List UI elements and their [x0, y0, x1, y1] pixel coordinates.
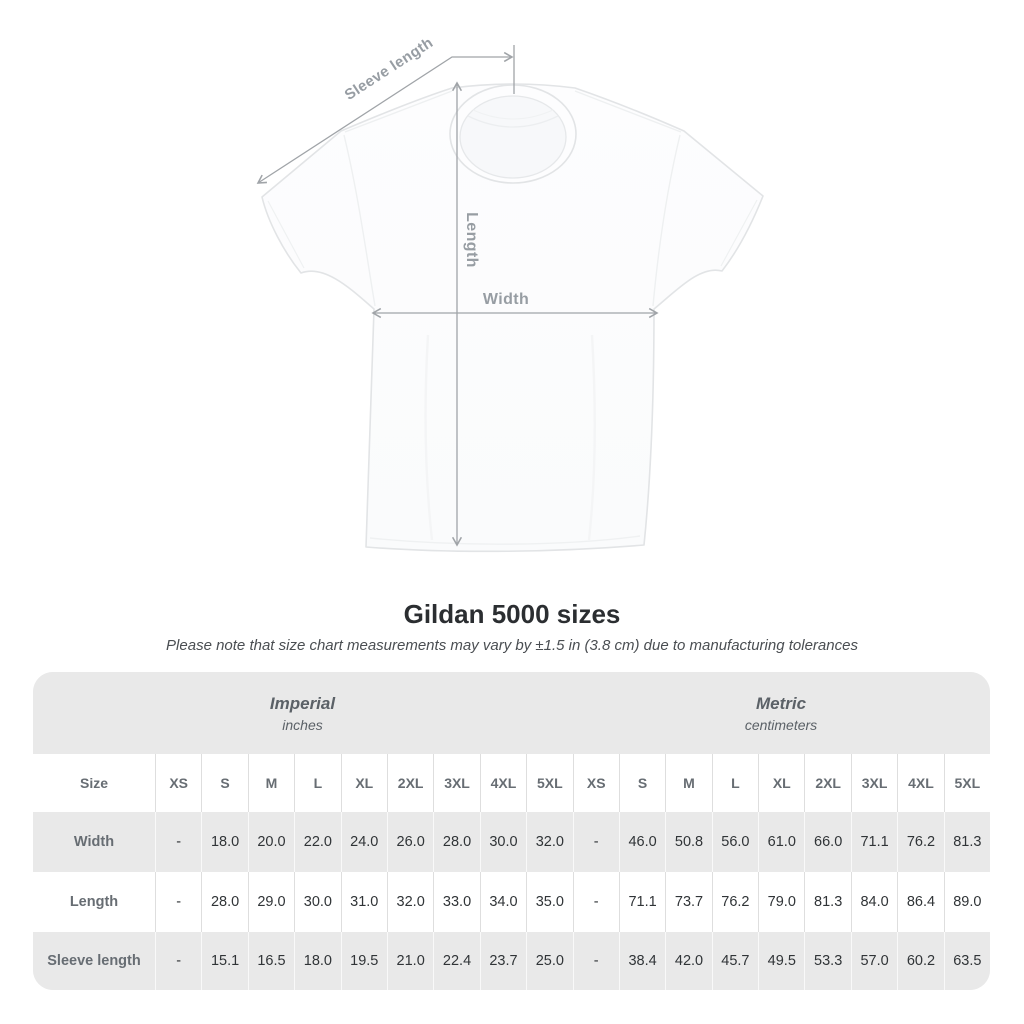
value-cell: 20.0 — [247, 812, 294, 872]
value-cell: 76.2 — [711, 872, 758, 932]
size-column-header: XS — [155, 754, 201, 812]
row-label: Sleeve length — [47, 953, 141, 969]
value-cell: 32.0 — [526, 812, 572, 872]
value-cell: 86.4 — [897, 872, 943, 932]
size-column-header: 2XL — [804, 754, 850, 812]
value-cell: 84.0 — [850, 872, 897, 932]
value-cell: 26.0 — [386, 812, 433, 872]
value-cell: 56.0 — [711, 812, 758, 872]
size-column-header: XL — [758, 754, 804, 812]
value-cell: 71.1 — [618, 872, 665, 932]
table-row: Width -18.0 20.0 22.0 24.0 26.0 28.0 30.0 32.0-4… — [33, 812, 990, 872]
metric-label: Metric — [755, 693, 807, 713]
imperial-unit-label: inches — [282, 716, 323, 733]
value-cell: 18.0 — [294, 932, 340, 990]
value-cell: 46.0 — [618, 812, 665, 872]
value-cell: - — [572, 872, 619, 932]
table-body: Width -18.0 20.0 22.0 24.0 26.0 28.0 30.0 32.0-4… — [33, 812, 990, 990]
value-cell: 66.0 — [804, 812, 850, 872]
value-cell: - — [155, 932, 201, 990]
value-cell: 89.0 — [943, 872, 990, 932]
imperial-label: Imperial — [269, 693, 336, 713]
value-cell: 28.0 — [433, 812, 479, 872]
imperial-group-header: Imperial inches — [33, 672, 572, 754]
tshirt-diagram — [256, 45, 764, 553]
metric-group-header: Metric centimeters — [572, 672, 990, 754]
page-title: Gildan 5000 sizes — [403, 599, 621, 629]
width-label: Width — [482, 291, 530, 308]
tshirt-illustration — [261, 83, 764, 553]
metric-unit-label: centimeters — [744, 716, 818, 733]
size-header-row: Size XS S M L XL 2XL 3XL 4XL 5XL XS S M L XL 2XL 3XL 4XL… — [33, 754, 990, 812]
value-cell: 57.0 — [850, 932, 897, 990]
size-column-header: 4XL — [479, 754, 526, 812]
value-cell: - — [155, 872, 201, 932]
chart-heading: Gildan 5000 sizes Please note that size … — [0, 598, 1024, 654]
value-cell: 38.4 — [618, 932, 665, 990]
value-cell: 60.2 — [897, 932, 943, 990]
size-column-header: 5XL — [943, 754, 990, 812]
value-cell: 45.7 — [711, 932, 758, 990]
size-column-header: S — [618, 754, 665, 812]
size-column-header: 3XL — [433, 754, 479, 812]
unit-group-band: Imperial inches Metric centimeters — [33, 672, 990, 754]
value-cell: - — [572, 932, 619, 990]
size-column-title: Size — [79, 775, 108, 791]
value-cell: 34.0 — [479, 872, 526, 932]
value-cell: 18.0 — [201, 812, 247, 872]
size-column-header: S — [201, 754, 247, 812]
table-row: Length -28.0 29.0 30.0 31.0 32.0 33.0 34.0 35.0-… — [33, 872, 990, 932]
value-cell: - — [572, 812, 619, 872]
row-label: Width — [73, 834, 115, 850]
value-cell: 50.8 — [665, 812, 711, 872]
value-cell: 16.5 — [247, 932, 294, 990]
row-label: Length — [69, 894, 119, 910]
value-cell: 81.3 — [943, 812, 990, 872]
value-cell: 53.3 — [804, 932, 850, 990]
value-cell: 21.0 — [386, 932, 433, 990]
table-row: Sleeve length -15.1 16.5 18.0 19.5 21.0 22.4 23… — [33, 932, 990, 990]
value-cell: 61.0 — [758, 812, 804, 872]
value-cell: 22.4 — [433, 932, 479, 990]
size-column-header: 5XL — [526, 754, 572, 812]
value-cell: 63.5 — [943, 932, 990, 990]
size-column-header: 4XL — [897, 754, 943, 812]
size-column-header: 3XL — [850, 754, 897, 812]
size-column-header: L — [711, 754, 758, 812]
value-cell: 30.0 — [479, 812, 526, 872]
value-cell: 73.7 — [665, 872, 711, 932]
size-column-header: L — [294, 754, 340, 812]
size-column-header: XL — [340, 754, 387, 812]
value-cell: 35.0 — [526, 872, 572, 932]
length-label: Length — [463, 212, 480, 268]
value-cell: 28.0 — [201, 872, 247, 932]
value-cell: 32.0 — [386, 872, 433, 932]
value-cell: 19.5 — [340, 932, 387, 990]
value-cell: 76.2 — [897, 812, 943, 872]
value-cell: 22.0 — [294, 812, 340, 872]
value-cell: 23.7 — [479, 932, 526, 990]
value-cell: 25.0 — [526, 932, 572, 990]
value-cell: 81.3 — [804, 872, 850, 932]
value-cell: 49.5 — [758, 932, 804, 990]
value-cell: 33.0 — [433, 872, 479, 932]
size-table: Imperial inches Metric centimeters Size … — [33, 672, 990, 990]
value-cell: 71.1 — [850, 812, 897, 872]
tolerance-note: Please note that size chart measurements… — [166, 637, 858, 654]
value-cell: 24.0 — [340, 812, 387, 872]
value-cell: - — [155, 812, 201, 872]
value-cell: 29.0 — [247, 872, 294, 932]
size-column-header: M — [247, 754, 294, 812]
value-cell: 15.1 — [201, 932, 247, 990]
value-cell: 42.0 — [665, 932, 711, 990]
value-cell: 79.0 — [758, 872, 804, 932]
value-cell: 30.0 — [294, 872, 340, 932]
value-cell: 31.0 — [340, 872, 387, 932]
sleeve-length-measure-line — [256, 51, 514, 184]
size-column-header: 2XL — [386, 754, 433, 812]
size-column-header: XS — [572, 754, 619, 812]
size-column-header: M — [665, 754, 711, 812]
